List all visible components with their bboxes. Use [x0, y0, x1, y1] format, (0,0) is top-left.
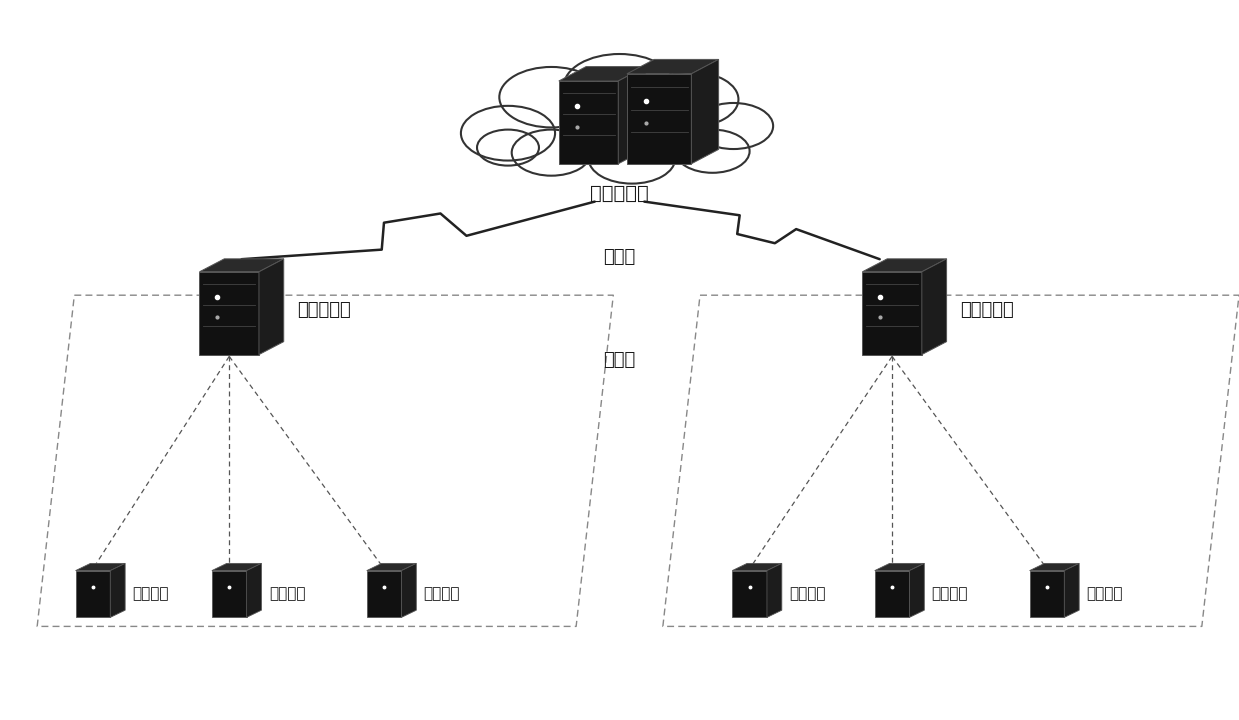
Text: 边缘服务器: 边缘服务器 [960, 301, 1014, 318]
Polygon shape [909, 563, 924, 618]
Polygon shape [367, 563, 416, 570]
Polygon shape [76, 563, 125, 570]
Polygon shape [367, 570, 401, 618]
Circle shape [694, 103, 773, 149]
Text: 边缘节点: 边缘节点 [1087, 587, 1123, 601]
Polygon shape [922, 259, 947, 355]
Polygon shape [76, 570, 110, 618]
Polygon shape [401, 563, 416, 618]
Circle shape [644, 72, 738, 127]
Text: 边缘节点: 边缘节点 [789, 587, 825, 601]
Circle shape [675, 130, 750, 173]
Polygon shape [862, 259, 947, 272]
Circle shape [499, 67, 603, 127]
Polygon shape [559, 81, 618, 164]
Polygon shape [1030, 563, 1079, 570]
Circle shape [477, 130, 539, 166]
Polygon shape [875, 570, 909, 618]
Polygon shape [247, 563, 261, 618]
Text: 边缘节点: 边缘节点 [269, 587, 305, 601]
Text: 边缘节点: 边缘节点 [133, 587, 169, 601]
Polygon shape [767, 563, 782, 618]
Circle shape [512, 130, 591, 176]
Polygon shape [875, 563, 924, 570]
Polygon shape [199, 272, 259, 355]
Circle shape [589, 133, 675, 184]
Polygon shape [559, 67, 646, 81]
Polygon shape [627, 59, 719, 74]
Text: 边缘节点: 边缘节点 [424, 587, 460, 601]
Polygon shape [691, 59, 719, 164]
Ellipse shape [483, 104, 756, 155]
Polygon shape [732, 563, 782, 570]
Polygon shape [110, 563, 125, 618]
Polygon shape [1030, 570, 1064, 618]
Polygon shape [627, 74, 691, 164]
Circle shape [461, 106, 555, 161]
Text: 边缘层: 边缘层 [603, 351, 636, 369]
Text: 中心服务器: 中心服务器 [590, 184, 649, 202]
Polygon shape [212, 570, 247, 618]
Polygon shape [259, 259, 284, 355]
Circle shape [564, 54, 675, 119]
Text: 边缘服务器: 边缘服务器 [297, 301, 351, 318]
Polygon shape [199, 259, 284, 272]
Polygon shape [732, 570, 767, 618]
Text: 边缘节点: 边缘节点 [932, 587, 968, 601]
Text: 中心云: 中心云 [603, 248, 636, 266]
Polygon shape [212, 563, 261, 570]
Polygon shape [1064, 563, 1079, 618]
Polygon shape [618, 67, 646, 164]
Polygon shape [862, 272, 922, 355]
